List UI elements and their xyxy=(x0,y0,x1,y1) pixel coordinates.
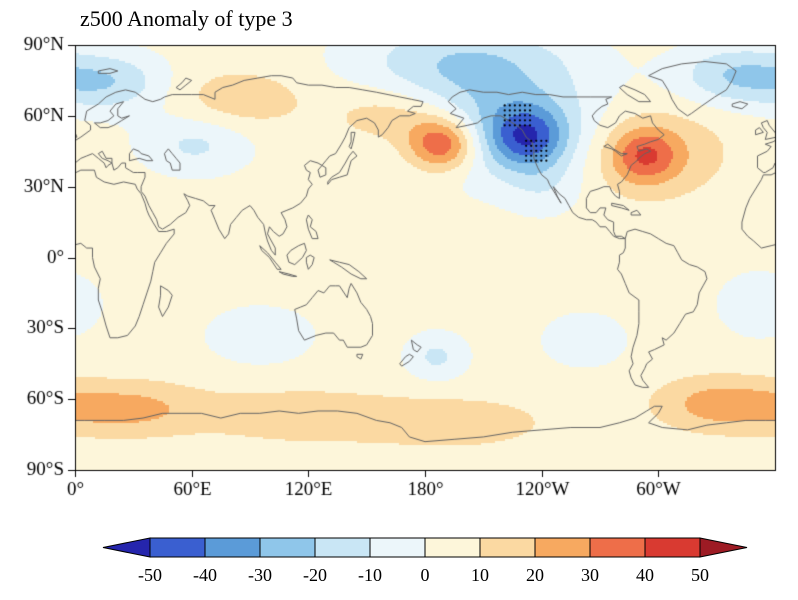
colorbar-segment xyxy=(589,537,646,558)
colorbar-container: -50 -40 -30 -20 -10 0 10 20 30 40 50 xyxy=(0,530,798,600)
colorbar-tick-label: 20 xyxy=(526,565,544,585)
colorbar-tick-label: -40 xyxy=(193,565,217,585)
colorbar-tick-label: -50 xyxy=(138,565,162,585)
colorbar-tick-label: 40 xyxy=(636,565,654,585)
colorbar-tick-label: 10 xyxy=(471,565,489,585)
colorbar-segment xyxy=(369,537,426,558)
colorbar-segment xyxy=(259,537,316,558)
colorbar-tick-label: 30 xyxy=(581,565,599,585)
colorbar-segment xyxy=(149,537,206,558)
colorbar-tick-label: -20 xyxy=(303,565,327,585)
colorbar-tick-label: -30 xyxy=(248,565,272,585)
colorbar-segment xyxy=(424,537,481,558)
colorbar-segment xyxy=(534,537,591,558)
colorbar-segment xyxy=(644,537,701,558)
colorbar-tick-label: -10 xyxy=(358,565,382,585)
chart-title: z500 Anomaly of type 3 xyxy=(80,6,293,31)
colorbar-segment xyxy=(479,537,536,558)
colorbar-tick-label: 0 xyxy=(421,565,430,585)
map-plot-canvas xyxy=(0,0,798,520)
colorbar-segment xyxy=(314,537,371,558)
colorbar: -50 -40 -30 -20 -10 0 10 20 30 40 50 xyxy=(102,537,748,585)
colorbar-segment xyxy=(204,537,261,558)
colorbar-tick-label: 50 xyxy=(691,565,709,585)
colorbar-right-arrow xyxy=(699,537,748,558)
colorbar-left-arrow xyxy=(102,537,151,558)
